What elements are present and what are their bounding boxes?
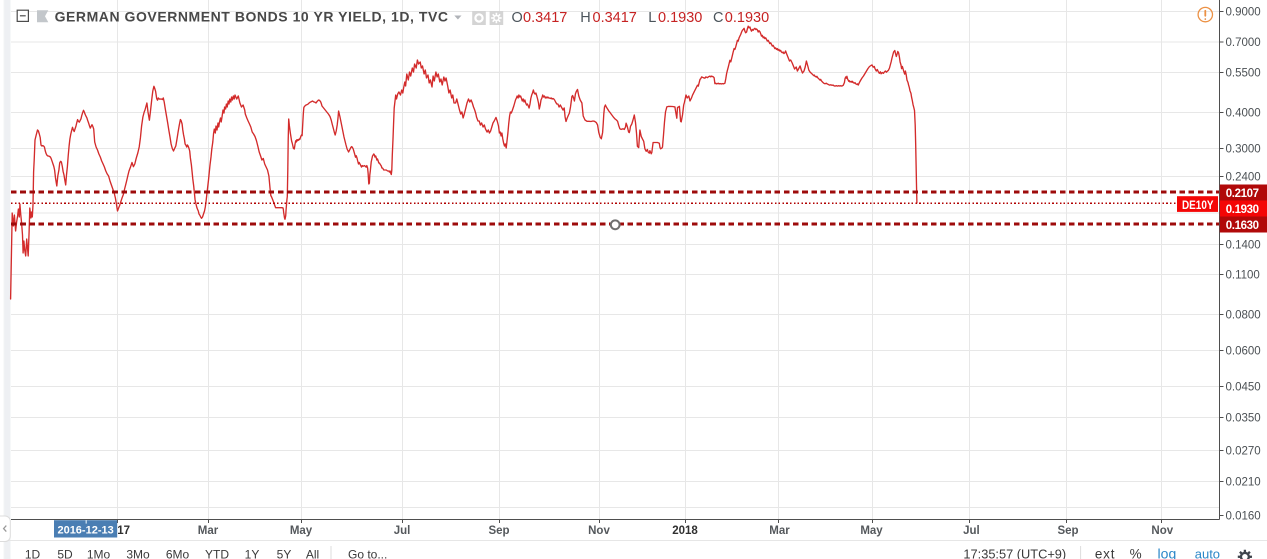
svg-text:1D: 1D [25, 548, 41, 559]
svg-text:0.5500: 0.5500 [1226, 68, 1261, 80]
svg-text:DE10Y: DE10Y [1182, 200, 1214, 212]
svg-text:0.1630: 0.1630 [1226, 220, 1259, 232]
svg-text:5Y: 5Y [277, 548, 292, 559]
svg-text:0.9000: 0.9000 [1226, 7, 1261, 19]
svg-text:May: May [860, 525, 883, 537]
svg-text:0.3000: 0.3000 [1226, 144, 1261, 156]
svg-text:5D: 5D [57, 548, 73, 559]
svg-text:Nov: Nov [1151, 525, 1173, 537]
svg-text:2018: 2018 [672, 525, 698, 537]
svg-text:C: C [713, 10, 723, 26]
svg-text:H: H [580, 10, 590, 26]
svg-text:ext: ext [1095, 547, 1115, 559]
svg-text:6Mo: 6Mo [166, 548, 190, 559]
svg-text:0.0270: 0.0270 [1226, 446, 1261, 458]
svg-text:log: log [1158, 546, 1177, 559]
svg-text:All: All [306, 548, 319, 559]
svg-text:0.2107: 0.2107 [1226, 188, 1259, 200]
svg-text:0.1400: 0.1400 [1226, 240, 1261, 252]
svg-text:Mar: Mar [198, 525, 219, 537]
svg-text:0.7000: 0.7000 [1226, 37, 1261, 49]
svg-text:L: L [648, 10, 656, 26]
svg-text:May: May [290, 525, 313, 537]
svg-text:YTD: YTD [205, 548, 229, 559]
svg-text:%: % [1130, 547, 1142, 559]
svg-text:0.0160: 0.0160 [1226, 511, 1261, 523]
svg-text:0.3417: 0.3417 [593, 10, 637, 26]
svg-text:Jul: Jul [963, 525, 980, 537]
svg-text:0.1930: 0.1930 [1226, 204, 1259, 216]
svg-text:O: O [512, 10, 523, 26]
svg-text:0.0450: 0.0450 [1226, 382, 1261, 394]
svg-text:0.0210: 0.0210 [1226, 477, 1261, 489]
svg-text:0.1930: 0.1930 [725, 10, 769, 26]
svg-text:Go to...: Go to... [348, 548, 387, 559]
svg-text:17:35:57 (UTC+9): 17:35:57 (UTC+9) [963, 547, 1066, 559]
svg-text:0.0600: 0.0600 [1226, 346, 1261, 358]
svg-text:0.1930: 0.1930 [658, 10, 702, 26]
svg-text:1Y: 1Y [245, 548, 260, 559]
svg-text:0.0800: 0.0800 [1226, 310, 1261, 322]
svg-text:0.2400: 0.2400 [1226, 172, 1261, 184]
svg-text:Nov: Nov [588, 525, 610, 537]
svg-text:0.3417: 0.3417 [523, 10, 567, 26]
svg-text:Mar: Mar [769, 525, 790, 537]
svg-text:GERMAN GOVERNMENT BONDS 10 YR: GERMAN GOVERNMENT BONDS 10 YR YIELD, 1D,… [55, 9, 449, 25]
svg-text:0.4000: 0.4000 [1226, 108, 1261, 120]
svg-text:Sep: Sep [1057, 525, 1078, 537]
svg-text:0.1100: 0.1100 [1226, 270, 1260, 282]
svg-text:Sep: Sep [488, 525, 509, 537]
svg-text:0.0350: 0.0350 [1226, 413, 1261, 425]
svg-text:Jul: Jul [394, 525, 411, 537]
svg-text:1Mo: 1Mo [87, 548, 111, 559]
svg-text:auto: auto [1195, 547, 1220, 559]
svg-text:3Mo: 3Mo [126, 548, 150, 559]
svg-text:2016-12-13: 2016-12-13 [57, 525, 113, 537]
